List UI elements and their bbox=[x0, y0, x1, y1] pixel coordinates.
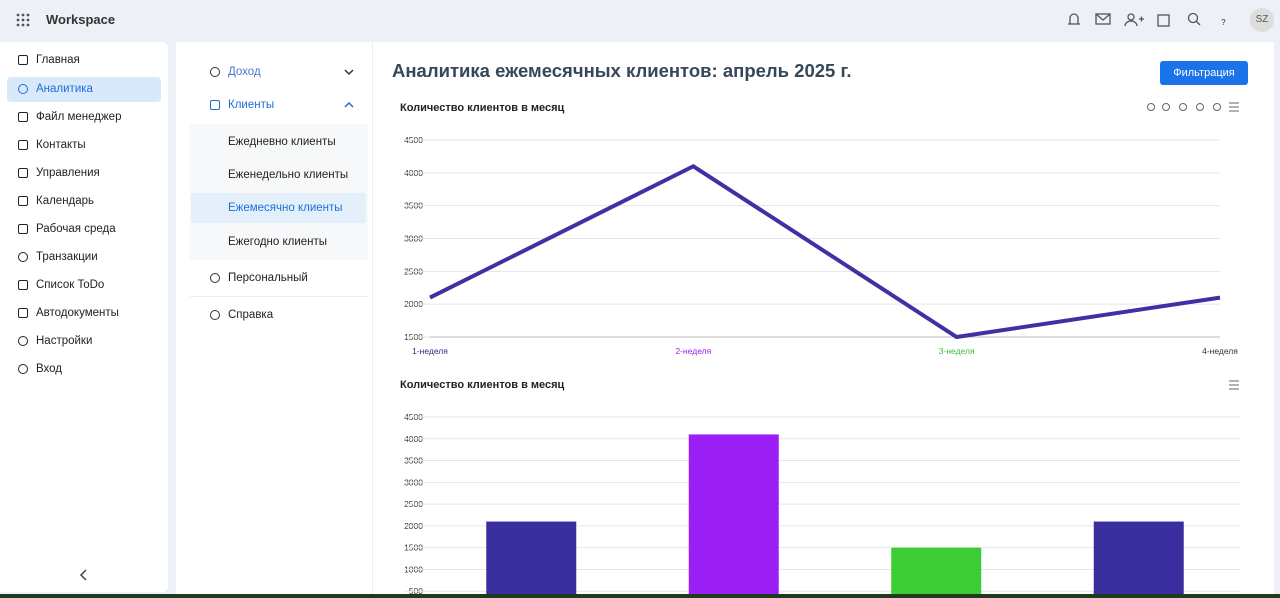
page-title: Аналитика ежемесячных клиентов: апрель 2… bbox=[392, 60, 852, 81]
nav-label: Транзакции bbox=[36, 251, 98, 263]
chevron bbox=[344, 69, 354, 76]
menu-item[interactable]: Доход bbox=[228, 66, 261, 78]
nav-label: Управления bbox=[36, 167, 100, 179]
chart-tool[interactable] bbox=[1213, 103, 1221, 111]
chart-tool[interactable] bbox=[1162, 103, 1170, 111]
y-tick-label: 500 bbox=[409, 586, 423, 594]
nav-item[interactable]: Транзакции bbox=[7, 245, 161, 270]
x-tick-label: 4-неделя bbox=[1202, 346, 1238, 356]
nav-label: Рабочая среда bbox=[36, 223, 116, 235]
bar bbox=[891, 547, 982, 594]
bar bbox=[1093, 521, 1184, 594]
submenu-item[interactable]: Ежедневно клиенты bbox=[228, 136, 336, 148]
bottom-strip bbox=[0, 594, 1280, 598]
chart-tool[interactable] bbox=[1179, 103, 1187, 111]
nav-label: Файл менеджер bbox=[36, 111, 122, 123]
chart-tool[interactable] bbox=[1196, 103, 1204, 111]
svg-text:?: ? bbox=[1221, 17, 1226, 27]
top-bar: Workspace ? SZ bbox=[0, 0, 1280, 40]
brand: Workspace bbox=[46, 12, 116, 27]
toolbar-icons[interactable]: ? bbox=[1065, 11, 1235, 29]
nav-item[interactable]: Календарь bbox=[7, 189, 161, 214]
nav-label: Главная bbox=[36, 54, 80, 66]
sidebar: Главная Аналитика Файл менеджер Контакты… bbox=[0, 42, 168, 592]
chart-title: Количество клиентов в месяц bbox=[400, 102, 565, 114]
nav-item[interactable]: Главная bbox=[7, 48, 161, 73]
selected-item bbox=[191, 193, 366, 223]
apps-icon[interactable] bbox=[16, 13, 30, 27]
submenu: Доход Клиенты Ежедневно клиенты Еженедел… bbox=[176, 42, 373, 594]
menu-item[interactable]: Клиенты bbox=[228, 99, 275, 111]
collapse-button[interactable] bbox=[79, 569, 89, 581]
line bbox=[429, 163, 1221, 340]
nav-label: Список ToDo bbox=[36, 279, 105, 291]
avatar[interactable]: SZ bbox=[1250, 8, 1274, 32]
x-tick-label: 2-неделя bbox=[675, 346, 711, 356]
chart-tool[interactable] bbox=[1147, 103, 1155, 111]
chevron bbox=[344, 101, 354, 108]
x-tick-label: 1-неделя bbox=[412, 346, 448, 356]
nav-label: Настройки bbox=[36, 335, 93, 347]
nav-label: Контакты bbox=[36, 139, 86, 151]
nav-item[interactable]: Контакты bbox=[7, 133, 161, 158]
submenu-group bbox=[190, 124, 368, 260]
menu-item[interactable]: Справка bbox=[228, 309, 274, 321]
submenu-item[interactable]: Ежемесячно клиенты bbox=[228, 202, 343, 214]
menu-item[interactable]: Персональный bbox=[228, 272, 308, 284]
bar bbox=[688, 434, 779, 594]
submenu-item[interactable]: Ежегодно клиенты bbox=[228, 236, 328, 248]
nav-item[interactable]: Управления bbox=[7, 161, 161, 186]
nav-item[interactable]: Аналитика bbox=[7, 77, 161, 102]
nav-item[interactable]: Список ToDo bbox=[7, 273, 161, 298]
nav-item[interactable]: Вход bbox=[7, 357, 161, 382]
chart-title: Количество клиентов в месяц bbox=[400, 379, 565, 391]
nav-label: Вход bbox=[36, 363, 63, 375]
nav-item[interactable]: Файл менеджер bbox=[7, 105, 161, 130]
nav-item[interactable]: Настройки bbox=[7, 329, 161, 354]
submenu-item[interactable]: Еженедельно клиенты bbox=[228, 169, 349, 181]
nav-label: Аналитика bbox=[36, 83, 93, 95]
nav-label: Календарь bbox=[36, 195, 95, 207]
bar bbox=[486, 521, 577, 594]
nav-item[interactable]: Автодокументы bbox=[7, 301, 161, 326]
nav-label: Автодокументы bbox=[36, 307, 119, 319]
filter-button[interactable]: Фильтрация bbox=[1160, 61, 1248, 85]
x-tick-label: 3-неделя bbox=[939, 346, 975, 356]
nav-item[interactable]: Рабочая среда bbox=[7, 217, 161, 242]
